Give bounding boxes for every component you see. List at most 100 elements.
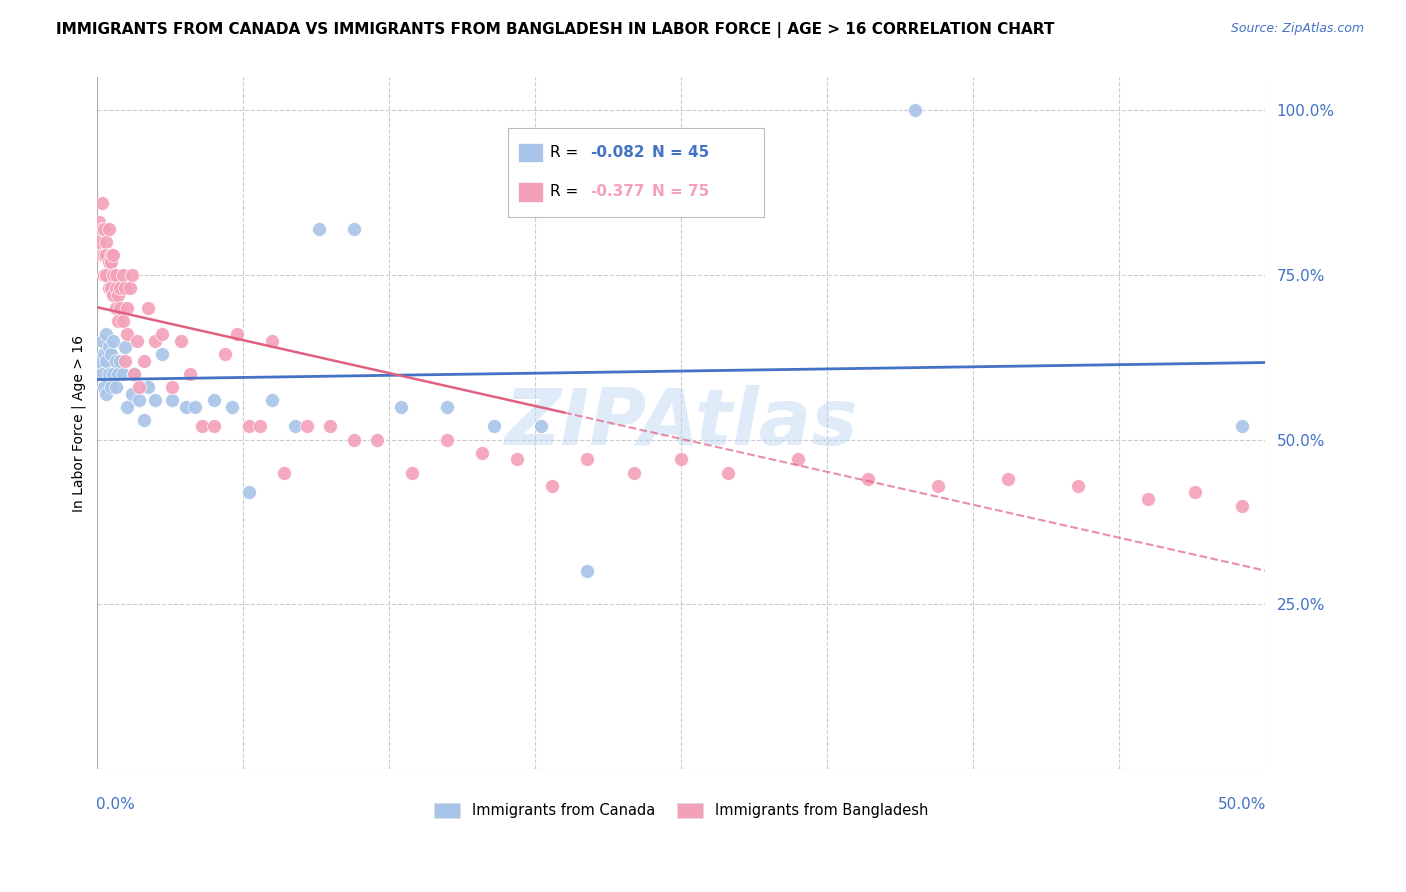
Point — [90, 222, 112, 236]
Point — [128, 393, 150, 408]
Point — [111, 268, 134, 282]
Point — [104, 268, 127, 282]
Point — [903, 103, 925, 118]
Point — [90, 195, 112, 210]
Point — [997, 472, 1019, 486]
Point — [191, 419, 214, 434]
Point — [122, 367, 145, 381]
Point — [97, 281, 120, 295]
Text: R =: R = — [550, 185, 583, 200]
Point — [89, 215, 111, 229]
Point — [114, 341, 136, 355]
Point — [96, 248, 118, 262]
Point — [136, 380, 159, 394]
Point — [262, 334, 284, 348]
Point — [530, 419, 553, 434]
Point — [273, 466, 295, 480]
Point — [103, 287, 125, 301]
Point — [1230, 499, 1253, 513]
Point — [669, 452, 692, 467]
Point — [143, 334, 166, 348]
Point — [262, 393, 284, 408]
Point — [1230, 419, 1253, 434]
Point — [179, 367, 201, 381]
Point — [97, 341, 120, 355]
Point — [389, 400, 412, 414]
Point — [104, 380, 127, 394]
Point — [107, 367, 129, 381]
Point — [114, 281, 136, 295]
Text: -0.082: -0.082 — [589, 145, 644, 161]
Point — [319, 419, 342, 434]
Point — [110, 301, 132, 315]
Point — [238, 485, 260, 500]
Point — [202, 393, 225, 408]
Point — [96, 235, 118, 249]
Point — [541, 479, 564, 493]
Point — [221, 400, 243, 414]
Point — [110, 353, 132, 368]
Text: R =: R = — [550, 145, 583, 161]
Point — [100, 347, 122, 361]
Point — [308, 222, 330, 236]
Point — [132, 353, 155, 368]
Point — [295, 419, 318, 434]
Point — [238, 419, 260, 434]
Point — [226, 327, 249, 342]
Point — [132, 413, 155, 427]
Point — [103, 367, 125, 381]
Point — [136, 301, 159, 315]
Point — [110, 281, 132, 295]
Point — [202, 419, 225, 434]
Legend: Immigrants from Canada, Immigrants from Bangladesh: Immigrants from Canada, Immigrants from … — [427, 797, 934, 824]
Point — [93, 347, 115, 361]
Point — [93, 222, 115, 236]
Point — [170, 334, 193, 348]
Point — [96, 353, 118, 368]
Point — [107, 287, 129, 301]
Point — [100, 281, 122, 295]
Point — [121, 386, 143, 401]
Point — [115, 327, 138, 342]
Point — [143, 393, 166, 408]
Point — [174, 400, 197, 414]
Point — [89, 353, 111, 368]
Point — [90, 367, 112, 381]
Text: 0.0%: 0.0% — [96, 797, 135, 812]
Point — [107, 314, 129, 328]
Point — [100, 380, 122, 394]
Point — [97, 255, 120, 269]
Point — [115, 400, 138, 414]
Point — [104, 301, 127, 315]
Point — [128, 380, 150, 394]
Point — [150, 327, 173, 342]
Point — [118, 281, 141, 295]
Point — [366, 433, 388, 447]
Point — [1137, 491, 1160, 506]
Point — [623, 466, 645, 480]
Point — [89, 235, 111, 249]
Point — [96, 327, 118, 342]
Point — [471, 446, 494, 460]
Point — [122, 367, 145, 381]
Point — [249, 419, 271, 434]
Point — [96, 386, 118, 401]
Text: N = 75: N = 75 — [651, 185, 709, 200]
Point — [160, 393, 183, 408]
Point — [160, 380, 183, 394]
Point — [482, 419, 505, 434]
Point — [150, 347, 173, 361]
Point — [111, 314, 134, 328]
Point — [343, 222, 366, 236]
Point — [436, 400, 458, 414]
Point — [576, 565, 599, 579]
Text: N = 45: N = 45 — [651, 145, 709, 161]
Point — [100, 248, 122, 262]
Point — [93, 248, 115, 262]
Point — [93, 380, 115, 394]
Point — [104, 281, 127, 295]
Point — [927, 479, 949, 493]
Text: ZIPAtlas: ZIPAtlas — [505, 385, 858, 461]
Text: -0.377: -0.377 — [589, 185, 644, 200]
Point — [93, 268, 115, 282]
